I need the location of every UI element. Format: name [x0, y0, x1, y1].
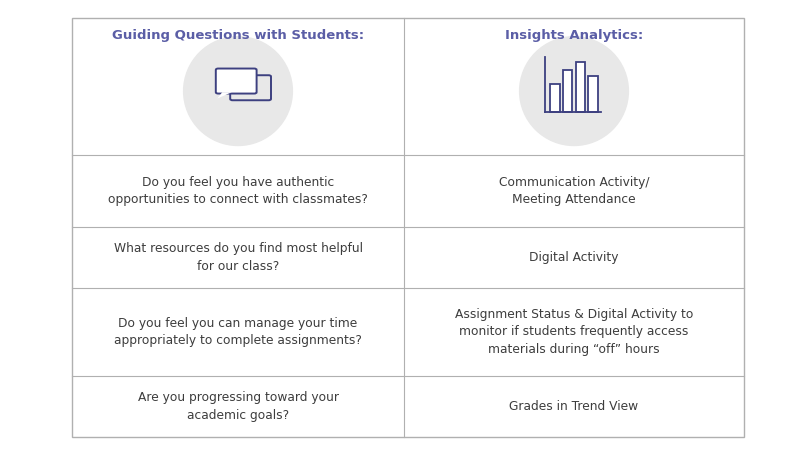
Text: Digital Activity: Digital Activity	[530, 251, 618, 264]
Bar	[589, 76, 598, 112]
Text: Grades in Trend View: Grades in Trend View	[510, 400, 638, 413]
Text: What resources do you find most helpful
for our class?: What resources do you find most helpful …	[114, 242, 362, 273]
Text: Do you feel you can manage your time
appropriately to complete assignments?: Do you feel you can manage your time app…	[114, 317, 362, 347]
Text: Do you feel you have authentic
opportunities to connect with classmates?: Do you feel you have authentic opportuni…	[108, 176, 368, 207]
FancyBboxPatch shape	[216, 68, 257, 94]
Text: Insights Analytics:: Insights Analytics:	[505, 29, 643, 42]
Bar	[576, 62, 586, 112]
Bar	[550, 84, 560, 112]
Bar	[72, 18, 744, 436]
Ellipse shape	[184, 37, 293, 145]
Text: Guiding Questions with Students:: Guiding Questions with Students:	[112, 29, 364, 42]
Text: Communication Activity/
Meeting Attendance: Communication Activity/ Meeting Attendan…	[498, 176, 650, 207]
FancyBboxPatch shape	[230, 75, 271, 100]
Text: Assignment Status & Digital Activity to
monitor if students frequently access
ma: Assignment Status & Digital Activity to …	[455, 308, 693, 356]
Polygon shape	[218, 92, 232, 99]
Bar	[562, 70, 573, 112]
Text: Are you progressing toward your
academic goals?: Are you progressing toward your academic…	[138, 391, 338, 422]
Ellipse shape	[519, 37, 629, 145]
